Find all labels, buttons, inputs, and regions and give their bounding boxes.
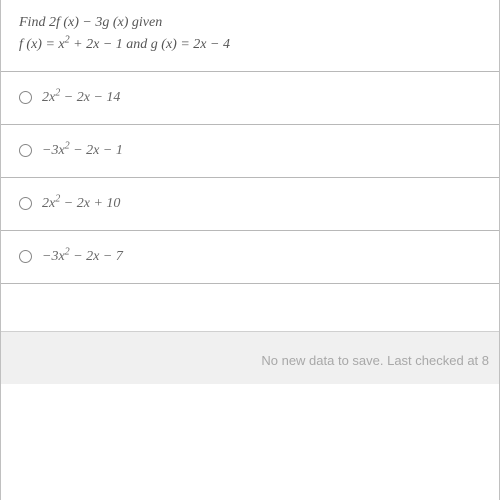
option-a[interactable]: 2x2 − 2x − 14	[1, 72, 499, 125]
status-bar: No new data to save. Last checked at 8	[1, 332, 499, 384]
question-card: Find 2f (x) − 3g (x) given f (x) = x2 + …	[0, 0, 500, 500]
radio-icon[interactable]	[19, 250, 32, 263]
question-line-2: f (x) = x2 + 2x − 1 and g (x) = 2x − 4	[19, 34, 481, 56]
autosave-status: No new data to save. Last checked at 8	[261, 353, 489, 368]
question-prompt: Find 2f (x) − 3g (x) given f (x) = x2 + …	[1, 0, 499, 72]
option-label: 2x2 − 2x − 14	[42, 90, 120, 106]
option-b[interactable]: −3x2 − 2x − 1	[1, 125, 499, 178]
radio-icon[interactable]	[19, 91, 32, 104]
question-line-1: Find 2f (x) − 3g (x) given	[19, 12, 481, 34]
option-c[interactable]: 2x2 − 2x + 10	[1, 178, 499, 231]
option-label: 2x2 − 2x + 10	[42, 196, 120, 212]
option-d[interactable]: −3x2 − 2x − 7	[1, 231, 499, 284]
radio-icon[interactable]	[19, 197, 32, 210]
radio-icon[interactable]	[19, 144, 32, 157]
footer-spacer	[1, 284, 499, 332]
option-label: −3x2 − 2x − 1	[42, 143, 123, 159]
options-list: 2x2 − 2x − 14 −3x2 − 2x − 1 2x2 − 2x + 1…	[1, 72, 499, 284]
option-label: −3x2 − 2x − 7	[42, 249, 123, 265]
